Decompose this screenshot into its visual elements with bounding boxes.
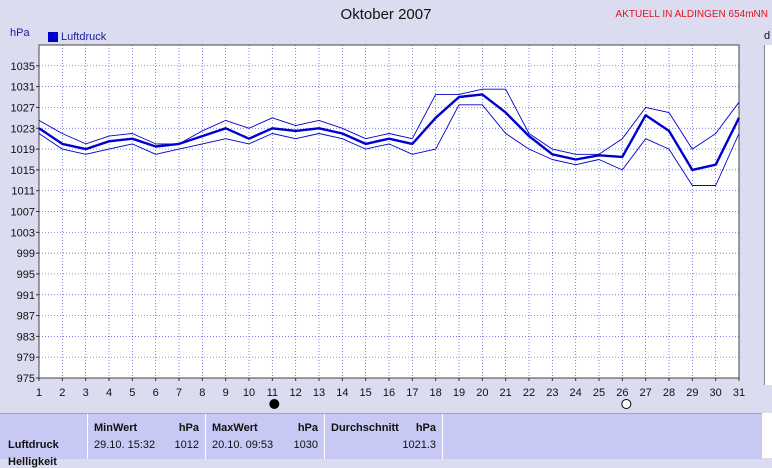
y-tick-label: 1011 <box>11 186 35 198</box>
y-tick-label: 1027 <box>11 102 35 114</box>
x-tick-label: 13 <box>313 387 325 399</box>
series-line-mean <box>38 93 741 172</box>
min-header: MinWert <box>94 422 138 434</box>
side-scrollbar[interactable] <box>764 45 772 385</box>
y-tick-label: 1023 <box>11 123 35 135</box>
station-label: AKTUELL IN ALDINGEN 654mNN <box>615 9 768 20</box>
y-tick-label: 1007 <box>11 207 35 219</box>
x-tick-label: 14 <box>336 387 348 399</box>
max-header: MaxWert <box>212 422 258 434</box>
x-tick-label: 4 <box>106 387 112 399</box>
x-tick-label: 20 <box>476 387 488 399</box>
edge-label: d <box>764 30 771 42</box>
legend-label: Luftdruck <box>61 31 107 43</box>
min-cell: MinWert hPa 29.10. 15:32 1012 <box>87 414 205 459</box>
max-cell: MaxWert hPa 20.10. 09:53 1030 <box>205 414 324 459</box>
plot-area <box>38 44 740 379</box>
x-tick-label: 1 <box>36 387 42 399</box>
y-tick-label: 975 <box>17 373 35 385</box>
stats-table: Luftdruck Helligkeit MinWert hPa 29.10. … <box>0 413 763 468</box>
x-tick-label: 19 <box>453 387 465 399</box>
avg-unit: hPa <box>415 422 436 434</box>
stats-row-label: Luftdruck <box>8 439 59 451</box>
x-tick-label: 12 <box>290 387 302 399</box>
y-tick-label: 983 <box>17 331 35 343</box>
y-tick-label: 1003 <box>11 227 35 239</box>
y-tick-label: 1035 <box>11 61 35 73</box>
avg-header: Durchschnitt <box>331 422 399 434</box>
series-line-min <box>38 104 740 186</box>
empty-cell <box>442 414 763 459</box>
min-datetime: 29.10. 15:32 <box>94 439 156 451</box>
x-tick-label: 29 <box>686 387 698 399</box>
x-tick-label: 11 <box>267 387 278 399</box>
x-tick-label: 6 <box>153 387 159 399</box>
min-value: 1012 <box>174 439 199 451</box>
y-tick-label: 1019 <box>11 144 35 156</box>
y-tick-label: 987 <box>17 311 35 323</box>
x-tick-label: 15 <box>360 387 372 399</box>
stats-row-header-cell: Luftdruck Helligkeit <box>0 414 86 468</box>
x-tick-label: 7 <box>176 387 182 399</box>
x-tick-label: 27 <box>640 387 652 399</box>
y-tick-label: 991 <box>17 290 35 302</box>
x-tick-label: 31 <box>733 387 745 399</box>
x-tick-label: 17 <box>406 387 418 399</box>
avg-value: 1021.3 <box>402 439 436 451</box>
x-tick-label: 2 <box>59 387 65 399</box>
x-tick-label: 24 <box>570 387 582 399</box>
table-scrollbar[interactable] <box>762 413 772 458</box>
x-tick-label: 30 <box>710 387 722 399</box>
x-tick-label: 10 <box>243 387 255 399</box>
x-tick-label: 9 <box>223 387 229 399</box>
max-datetime: 20.10. 09:53 <box>212 439 274 451</box>
y-axis-unit-label: hPa <box>10 27 30 39</box>
max-unit: hPa <box>297 422 318 434</box>
legend-swatch <box>48 32 58 42</box>
full-moon-icon <box>621 399 632 409</box>
min-unit: hPa <box>178 422 199 434</box>
new-moon-icon <box>269 399 280 409</box>
x-tick-label: 3 <box>83 387 89 399</box>
legend: Luftdruck <box>48 31 106 43</box>
pressure-chart: 9759799839879919959991003100710111015101… <box>11 44 745 409</box>
x-tick-label: 5 <box>129 387 135 399</box>
avg-cell: Durchschnitt hPa 1021.3 <box>324 414 442 459</box>
y-tick-label: 1031 <box>11 82 35 94</box>
x-tick-label: 18 <box>430 387 442 399</box>
chart-title: Oktober 2007 <box>340 6 432 23</box>
x-tick-label: 23 <box>546 387 558 399</box>
y-tick-label: 995 <box>17 269 35 281</box>
x-tick-label: 8 <box>199 387 205 399</box>
series-line-max <box>38 88 740 155</box>
max-value: 1030 <box>293 439 318 451</box>
x-tick-label: 26 <box>616 387 628 399</box>
y-tick-label: 979 <box>17 352 35 364</box>
x-tick-label: 21 <box>500 387 512 399</box>
y-tick-label: 1015 <box>11 165 35 177</box>
y-tick-label: 999 <box>17 248 35 260</box>
x-tick-label: 25 <box>593 387 605 399</box>
x-tick-label: 16 <box>383 387 395 399</box>
x-tick-label: 28 <box>663 387 675 399</box>
x-tick-label: 22 <box>523 387 535 399</box>
